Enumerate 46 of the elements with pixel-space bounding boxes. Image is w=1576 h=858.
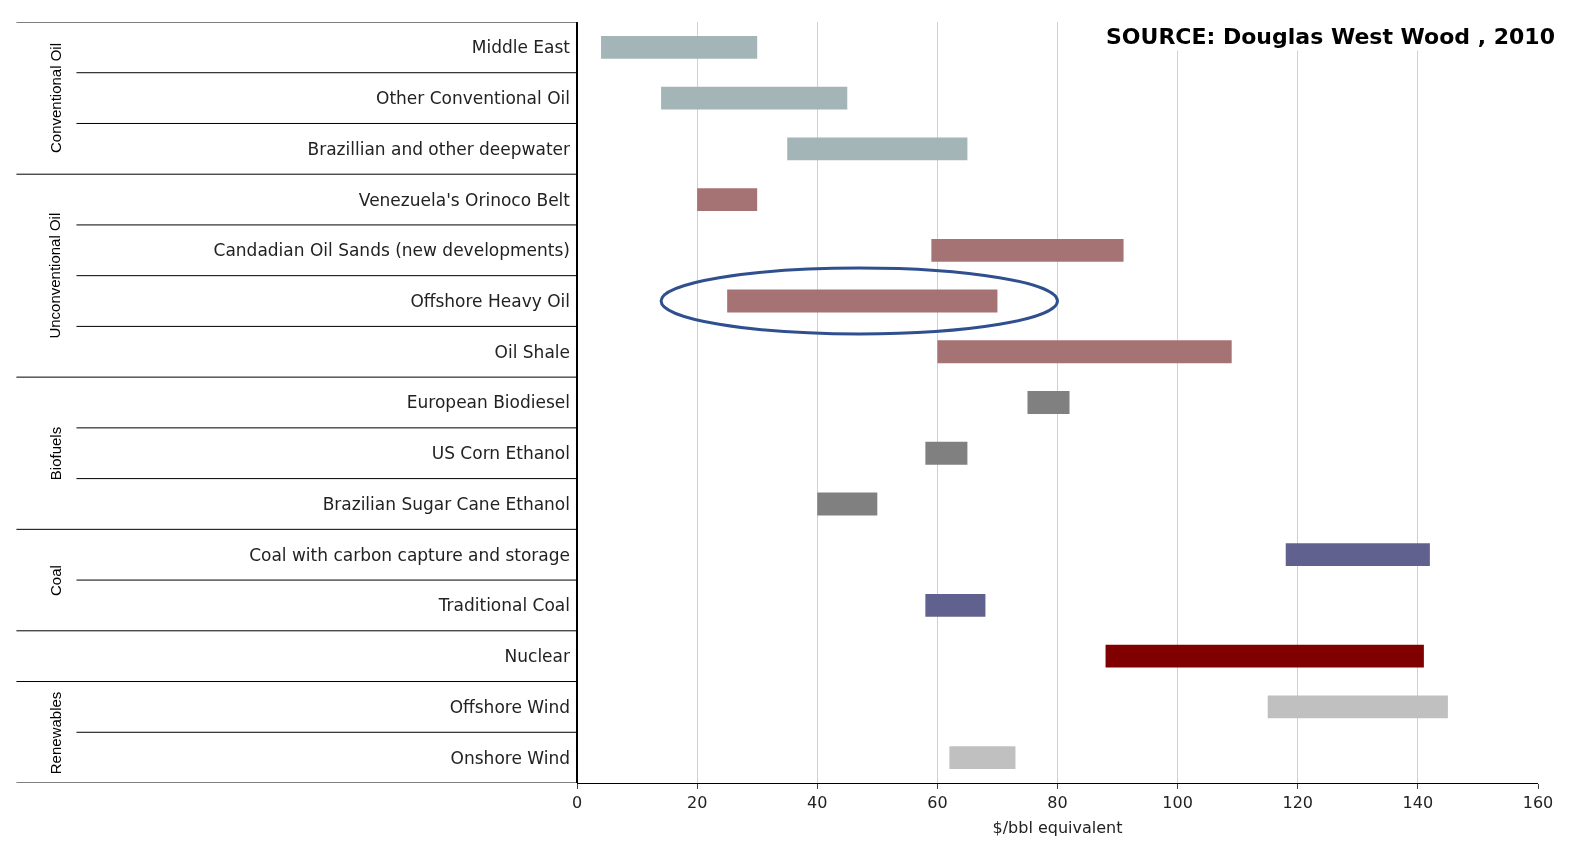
- bar: [601, 35, 758, 59]
- y-tick-label: Nuclear: [504, 646, 570, 667]
- bar: [727, 289, 998, 313]
- bar: [1027, 391, 1070, 414]
- y-tick-label: Traditional Coal: [437, 595, 570, 616]
- y-tick-label: Coal with carbon capture and storage: [249, 544, 570, 565]
- bar: [1285, 543, 1430, 567]
- annotation: SOURCE: Douglas West Wood , 2010: [1106, 24, 1555, 49]
- bar: [949, 746, 1016, 770]
- x-tick-label: 100: [1162, 793, 1193, 813]
- y-tick-label: Brazillian and other deepwater: [307, 138, 571, 159]
- y-tick-label: European Biodiesel: [406, 392, 570, 413]
- text: Coal: [46, 565, 64, 597]
- bar: [661, 86, 848, 110]
- bar: [817, 492, 878, 516]
- y-tick-label: Other Conventional Oil: [376, 88, 570, 109]
- text: Biofuels: [46, 426, 64, 481]
- y-tick-label: Offshore Heavy Oil: [410, 290, 570, 311]
- bar: [925, 441, 968, 465]
- y-tick-label: Middle East: [471, 37, 571, 58]
- y-tick-label: US Corn Ethanol: [431, 443, 570, 464]
- x-tick-label: 160: [1522, 793, 1554, 813]
- bar: [937, 340, 1232, 364]
- x-tick-label: 80: [1047, 793, 1068, 813]
- text: Renewables: [46, 691, 64, 775]
- bar: [1105, 644, 1424, 668]
- y-tick-label: Onshore Wind: [450, 747, 570, 768]
- x-tick-label: 120: [1282, 793, 1314, 813]
- bar: [787, 137, 968, 161]
- bar: [925, 594, 986, 617]
- y-tick-label: Brazilian Sugar Cane Ethanol: [322, 493, 570, 514]
- x-tick-label: 60: [927, 793, 948, 813]
- bar: [697, 188, 758, 211]
- text: Unconventional Oil: [46, 212, 64, 339]
- y-tick-label: Candadian Oil Sands (new developments): [213, 240, 570, 261]
- x-tick-label: 40: [807, 793, 828, 813]
- bar: [1267, 695, 1448, 719]
- y-tick-label: Offshore Wind: [449, 696, 570, 717]
- text: Conventional Oil: [46, 42, 64, 154]
- bar: [931, 238, 1124, 262]
- y-tick-label: Oil Shale: [494, 341, 570, 362]
- y-tick-label: Venezuela's Orinoco Belt: [358, 189, 571, 210]
- x-tick-label: 0: [571, 793, 583, 813]
- x-tick-label: 140: [1402, 793, 1434, 813]
- x-axis-title: $/bbl equivalent: [992, 817, 1123, 837]
- x-tick-label: 20: [686, 793, 708, 813]
